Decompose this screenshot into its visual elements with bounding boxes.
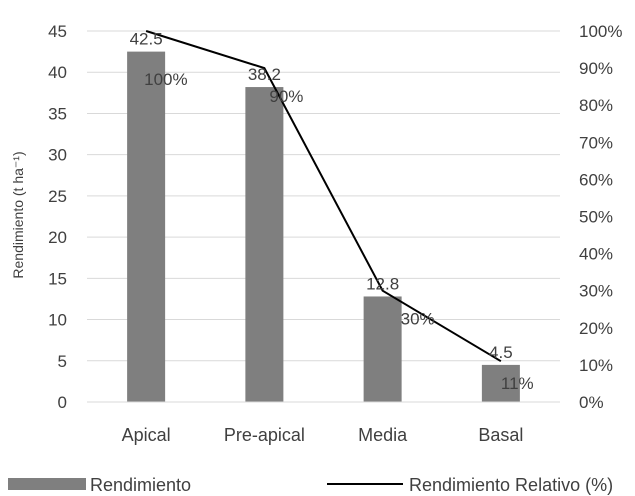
y-tick-label: 0 (58, 393, 67, 412)
y-tick-label: 45 (48, 22, 67, 41)
y2-tick-label: 90% (579, 59, 613, 78)
bar (481, 364, 520, 402)
y-axis-left: 0 5 10 15 20 25 30 35 40 45 (48, 22, 67, 412)
y-tick-label: 40 (48, 63, 67, 82)
y2-tick-label: 100% (579, 22, 622, 41)
y-axis-right: 0% 10% 20% 30% 40% 50% 60% 70% 80% 90% 100% (579, 22, 622, 412)
line-series (145, 30, 502, 363)
y2-tick-label: 0% (579, 393, 604, 412)
x-tick-label: Pre-apical (224, 425, 305, 445)
y-tick-label: 10 (48, 311, 67, 330)
x-axis: Apical Pre-apical Media Basal (87, 401, 560, 445)
legend-swatch-bar (8, 478, 86, 490)
y2-tick-label: 50% (579, 208, 613, 227)
y2-tick-label: 80% (579, 96, 613, 115)
x-tick-label: Media (358, 425, 408, 445)
y-axis-label: Rendimiento (t ha⁻¹) (10, 151, 26, 278)
line-series-path (145, 30, 502, 363)
y2-tick-label: 10% (579, 356, 613, 375)
y-tick-label: 20 (48, 228, 67, 247)
y2-tick-label: 20% (579, 319, 613, 338)
legend-label-bar: Rendimiento (90, 475, 191, 495)
line-value-label: 90% (269, 87, 303, 106)
legend-label-line: Rendimiento Relativo (%) (409, 475, 613, 495)
y-tick-label: 25 (48, 187, 67, 206)
y2-tick-label: 40% (579, 245, 613, 264)
y-tick-label: 30 (48, 146, 67, 165)
y2-tick-label: 30% (579, 282, 613, 301)
line-value-label: 30% (401, 310, 435, 329)
bar-value-label: 4.5 (489, 343, 513, 362)
bar-value-label: 12.8 (366, 274, 399, 293)
bar-series (127, 51, 520, 402)
y2-tick-label: 60% (579, 170, 613, 189)
x-tick-label: Apical (122, 425, 171, 445)
legend: Rendimiento Rendimiento Relativo (%) (8, 475, 613, 495)
bar-value-label: 42.5 (130, 30, 163, 49)
y-tick-label: 15 (48, 269, 67, 288)
bar (245, 87, 284, 402)
y2-tick-label: 70% (579, 133, 613, 152)
y-tick-label: 35 (48, 104, 67, 123)
bar-value-label: 38.2 (248, 65, 281, 84)
line-value-label: 100% (144, 70, 187, 89)
gridlines (87, 30, 560, 362)
data-labels: 42.5 38.2 12.8 4.5 100% 90% 30% 11% (130, 30, 534, 394)
bar (363, 296, 402, 402)
line-value-label: 11% (501, 374, 534, 393)
x-tick-label: Basal (478, 425, 523, 445)
y-tick-label: 5 (58, 352, 67, 371)
bar (127, 51, 166, 402)
